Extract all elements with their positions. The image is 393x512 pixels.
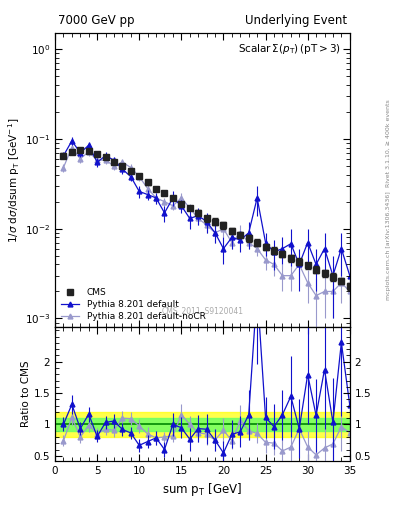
Text: Underlying Event: Underlying Event <box>245 14 347 28</box>
Legend: CMS, Pythia 8.201 default, Pythia 8.201 default-noCR: CMS, Pythia 8.201 default, Pythia 8.201 … <box>59 287 207 323</box>
Text: mcplots.cern.ch [arXiv:1306.3436]: mcplots.cern.ch [arXiv:1306.3436] <box>386 191 391 300</box>
Text: 7000 GeV pp: 7000 GeV pp <box>58 14 134 28</box>
X-axis label: sum p$_{\rm T}$ [GeV]: sum p$_{\rm T}$ [GeV] <box>162 481 242 498</box>
Text: Scalar$\,\Sigma(p_{\rm T})\,({\rm pT}>3)$: Scalar$\,\Sigma(p_{\rm T})\,({\rm pT}>3)… <box>238 42 341 56</box>
Y-axis label: 1/$\sigma$ d$\sigma$/dsum p$_{\rm T}$ [GeV$^{-1}$]: 1/$\sigma$ d$\sigma$/dsum p$_{\rm T}$ [G… <box>6 118 22 243</box>
Text: Rivet 3.1.10, ≥ 400k events: Rivet 3.1.10, ≥ 400k events <box>386 99 391 187</box>
Text: CMS_2011_S9120041: CMS_2011_S9120041 <box>162 307 243 315</box>
Y-axis label: Ratio to CMS: Ratio to CMS <box>21 360 31 428</box>
